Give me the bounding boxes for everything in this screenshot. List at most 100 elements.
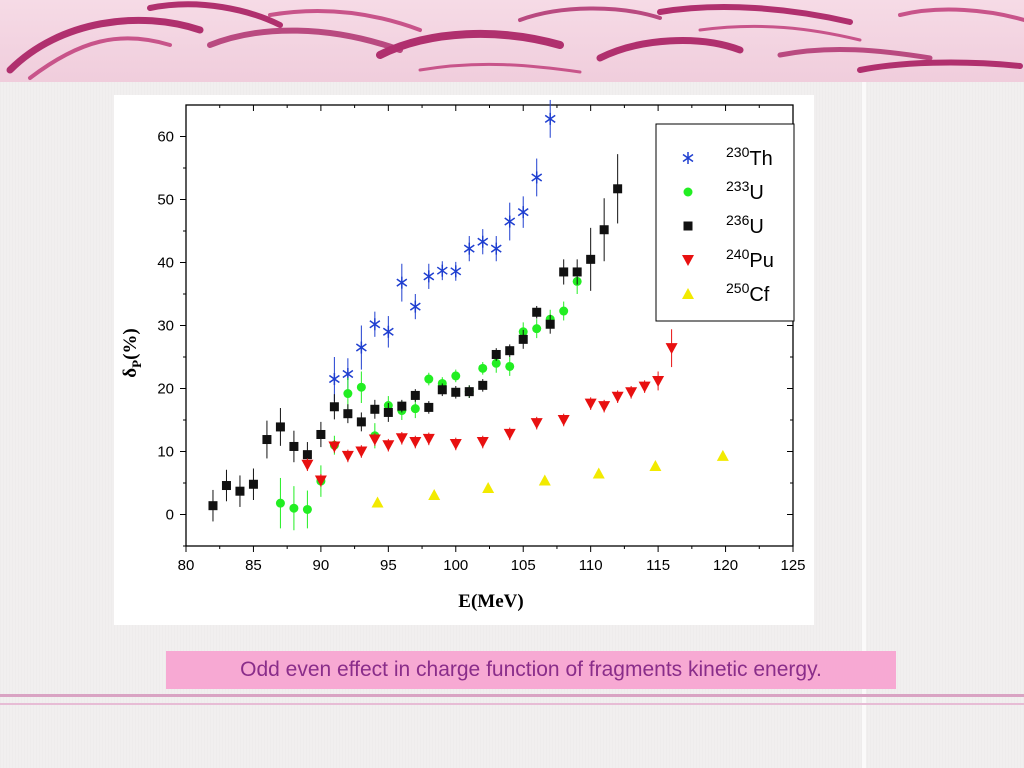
data-point: [652, 375, 665, 387]
data-point: [638, 381, 651, 393]
data-point: [422, 433, 435, 445]
data-point: [592, 467, 605, 479]
data-point: [221, 481, 231, 491]
data-point: [436, 264, 448, 277]
legend-entry: 240Pu: [726, 246, 774, 272]
data-point: [328, 441, 341, 453]
data-point: [665, 343, 678, 355]
data-point: [289, 441, 299, 451]
decorative-banner: [0, 0, 1024, 82]
data-point: [517, 206, 529, 219]
data-point: [329, 402, 339, 412]
data-point: [396, 276, 408, 289]
data-point: [370, 404, 380, 414]
x-tick-label: 110: [579, 557, 603, 574]
x-tick-label: 115: [646, 557, 670, 574]
data-point: [343, 389, 353, 399]
data-point: [423, 270, 435, 283]
x-tick-label: 125: [780, 557, 805, 574]
data-point: [395, 433, 408, 445]
y-tick-label: 0: [166, 507, 174, 524]
data-point: [451, 371, 461, 381]
data-point: [611, 391, 624, 403]
data-point: [518, 334, 528, 344]
x-tick-label: 90: [313, 557, 330, 574]
data-point: [545, 319, 555, 329]
data-point: [341, 450, 354, 462]
data-point: [613, 184, 623, 194]
legend-marker: [683, 187, 693, 197]
data-point: [382, 440, 395, 452]
data-point: [559, 267, 569, 277]
data-point: [491, 358, 501, 368]
data-point: [449, 438, 462, 450]
data-point: [482, 482, 495, 494]
x-tick-label: 105: [511, 557, 536, 574]
data-point: [397, 401, 407, 411]
data-point: [355, 446, 368, 458]
data-point: [598, 401, 611, 413]
data-point: [538, 474, 551, 486]
series-240Pu: [301, 329, 678, 487]
data-point: [410, 404, 420, 414]
data-point: [355, 341, 367, 354]
data-point: [208, 501, 218, 511]
legend-entry: 236U: [726, 212, 764, 238]
data-point: [437, 385, 447, 395]
data-point: [463, 242, 475, 255]
data-point: [302, 504, 312, 514]
data-point: [316, 429, 326, 439]
data-point: [356, 417, 366, 427]
data-point: [262, 435, 272, 445]
data-point: [478, 363, 488, 373]
data-point: [490, 242, 502, 255]
data-point: [275, 498, 285, 508]
legend-marker: [682, 152, 694, 164]
data-point: [503, 428, 516, 440]
data-point: [328, 373, 340, 386]
chart-panel: 80 85 90 95 100 105 110 115 120 125 0 10 20 30 40 50 60 …: [114, 95, 814, 625]
y-tick-label: 50: [157, 192, 174, 209]
y-tick-label: 30: [157, 318, 174, 335]
legend-entry: 250Cf: [726, 280, 770, 306]
divider-line: [0, 694, 1024, 697]
data-point: [302, 450, 312, 460]
data-point: [409, 300, 421, 313]
legend-entry: 233U: [726, 178, 764, 204]
y-tick-label: 60: [157, 129, 174, 146]
legend-marker: [682, 255, 694, 266]
data-point: [599, 225, 609, 235]
scatter-chart: 80 85 90 95 100 105 110 115 120 1250102030405060 …: [120, 99, 806, 612]
data-point: [383, 407, 393, 417]
data-point: [586, 254, 596, 264]
data-point: [477, 235, 489, 248]
data-point: [531, 171, 543, 184]
y-axis-label: δP(%): [120, 328, 144, 377]
data-point: [476, 437, 489, 449]
y-tick-label: 20: [157, 381, 174, 398]
data-point: [369, 318, 381, 331]
x-tick-label: 80: [178, 557, 195, 574]
data-point: [410, 390, 420, 400]
data-point: [559, 306, 569, 316]
data-point: [428, 488, 441, 500]
background-divider: [862, 82, 866, 768]
data-point: [368, 434, 381, 446]
data-point: [275, 422, 285, 432]
data-point: [505, 361, 515, 371]
data-point: [478, 380, 488, 390]
legend-box: [655, 123, 795, 322]
data-point: [382, 325, 394, 338]
data-point: [505, 346, 515, 356]
legend-marker: [683, 221, 693, 231]
data-point: [716, 449, 729, 461]
data-point: [572, 267, 582, 277]
legend-entry: 230Th: [726, 144, 773, 170]
data-point: [584, 398, 597, 410]
x-axis-label: E(MeV): [458, 591, 523, 612]
data-point: [544, 112, 556, 125]
data-point: [235, 486, 245, 496]
data-point: [424, 402, 434, 412]
data-point: [504, 215, 516, 228]
y-tick-label: 10: [157, 444, 174, 461]
